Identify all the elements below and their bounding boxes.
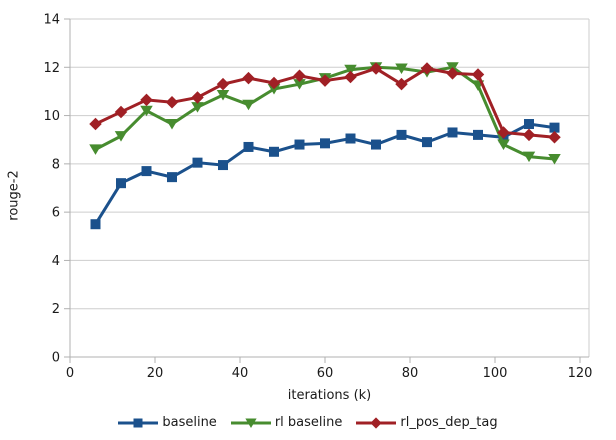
data-point-marker	[549, 122, 560, 133]
y-tick-label: 4	[52, 254, 60, 269]
data-point-marker	[548, 131, 561, 144]
data-point-marker	[345, 133, 356, 144]
data-point-marker	[497, 126, 510, 139]
data-point-marker	[114, 131, 128, 142]
data-point-marker	[320, 138, 330, 149]
data-point-marker	[497, 139, 510, 151]
x-tick-label: 20	[147, 366, 164, 381]
y-tick-label: 12	[43, 61, 60, 76]
data-point-marker	[216, 77, 230, 91]
y-tick-label: 2	[52, 302, 60, 317]
data-point-marker	[318, 74, 332, 87]
legend-label: baseline	[162, 415, 217, 430]
data-point-marker	[447, 127, 458, 138]
data-point-marker	[396, 129, 407, 140]
legend-marker-triangle-icon	[230, 418, 271, 428]
data-point-marker	[293, 79, 306, 90]
legend-item-baseline: baseline	[118, 415, 217, 430]
data-point-marker	[395, 63, 408, 74]
data-point-marker	[140, 105, 153, 117]
data-point-marker	[422, 137, 432, 148]
data-point-marker	[294, 139, 305, 150]
data-point-marker	[446, 67, 459, 80]
y-tick-label: 14	[43, 13, 60, 28]
data-point-marker	[395, 77, 408, 91]
data-point-marker	[191, 102, 204, 113]
plot-area: 0 2 4 6 8 10 12 14 0 20 40 60 80 100 120	[43, 13, 593, 382]
data-point-marker	[218, 160, 228, 171]
y-tick-label: 6	[52, 206, 60, 221]
data-point-marker	[371, 139, 381, 150]
y-tick-label: 0	[52, 351, 60, 366]
legend: baseline rl baseline rl_pos_dep_tag	[0, 415, 616, 430]
data-point-marker	[114, 105, 128, 119]
data-point-marker	[141, 166, 152, 177]
data-point-marker	[165, 96, 179, 109]
x-tick-label: 40	[232, 366, 249, 381]
data-point-marker	[522, 128, 536, 142]
y-tick-label: 10	[43, 109, 60, 124]
legend-label: rl_pos_dep_tag	[400, 415, 498, 430]
data-point-marker	[548, 154, 561, 165]
legend-marker-diamond-icon	[356, 416, 397, 429]
data-point-marker	[344, 64, 357, 76]
x-tick-label: 80	[402, 366, 419, 381]
data-point-marker	[216, 90, 230, 101]
legend-shape	[245, 418, 257, 428]
data-point-marker	[90, 219, 101, 230]
x-tick-label: 60	[317, 366, 334, 381]
x-tick-label: 100	[483, 366, 508, 381]
x-tick-label: 0	[66, 366, 74, 381]
data-point-marker	[140, 93, 153, 107]
data-point-marker	[242, 71, 255, 85]
data-point-marker	[116, 178, 126, 189]
data-point-marker	[192, 157, 203, 168]
data-point-marker	[165, 119, 179, 130]
data-point-marker	[267, 84, 281, 95]
data-point-marker	[242, 99, 255, 111]
x-axis-title: iterations (k)	[287, 388, 372, 403]
legend-shape	[370, 416, 382, 429]
data-point-marker	[167, 172, 177, 183]
data-point-marker	[420, 62, 434, 75]
legend-shape	[133, 418, 143, 427]
data-point-marker	[369, 62, 383, 75]
legend-label: rl baseline	[274, 415, 343, 430]
data-point-marker	[243, 141, 254, 152]
x-tick-label: 120	[568, 366, 593, 381]
data-point-marker	[524, 119, 534, 130]
data-point-marker	[344, 70, 357, 84]
data-point-marker	[471, 68, 485, 81]
data-point-marker	[269, 146, 279, 157]
legend-item-rl-baseline: rl baseline	[230, 415, 343, 430]
data-point-marker	[522, 151, 536, 163]
data-point-marker	[267, 76, 281, 90]
data-point-marker	[473, 129, 483, 140]
data-point-marker	[89, 117, 102, 131]
data-point-marker	[89, 144, 102, 155]
legend-item-rl-pos-dep-tag: rl_pos_dep_tag	[356, 415, 498, 430]
legend-marker-square-icon	[118, 418, 159, 427]
data-point-marker	[293, 69, 306, 82]
y-tick-label: 8	[52, 157, 60, 172]
data-point-marker	[191, 91, 204, 104]
